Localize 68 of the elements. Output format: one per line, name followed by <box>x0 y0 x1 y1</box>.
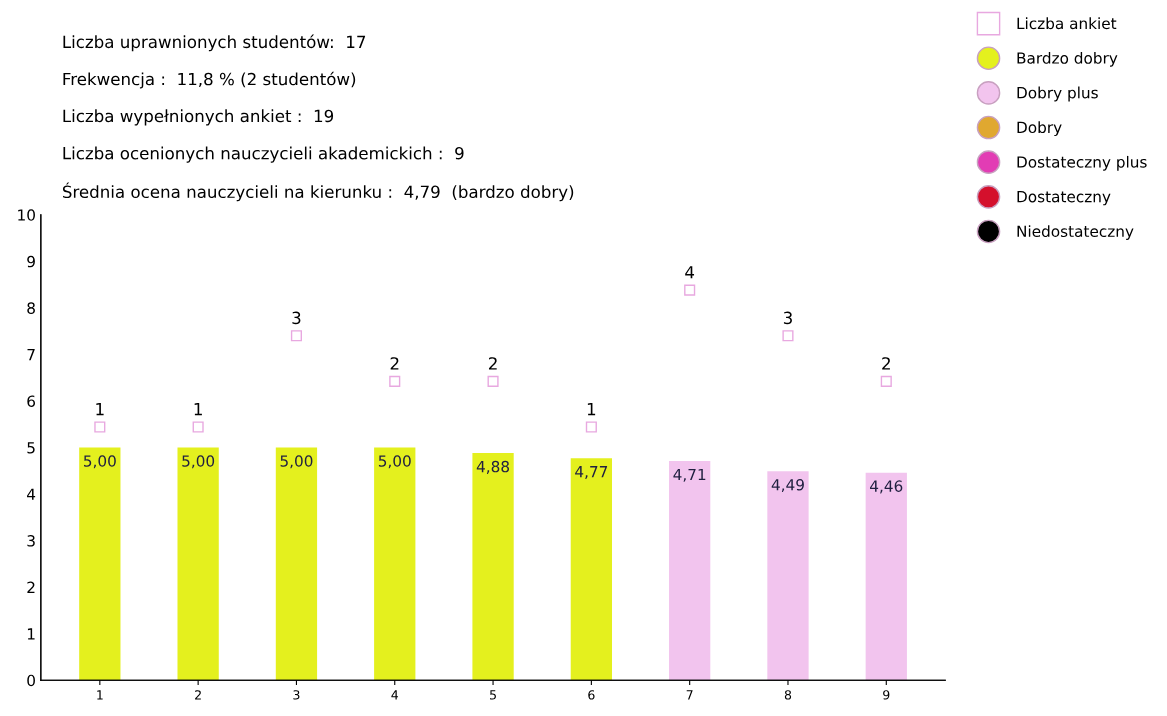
text: Liczba ocenionych nauczycieli akademickich : 9 <box>63 146 464 163</box>
data-label: 5,00 <box>182 455 215 469</box>
bar <box>767 471 809 681</box>
legend-label: Niedostateczny <box>1017 225 1134 240</box>
data-label: 2 <box>882 357 890 370</box>
bar <box>275 447 318 681</box>
x-tick-label: 5 <box>490 690 496 700</box>
data-label: 4,46 <box>870 480 903 494</box>
y-tick-label: 8 <box>27 302 35 314</box>
bar <box>79 447 121 681</box>
point <box>880 375 892 387</box>
y-tick-label: 5 <box>27 442 35 454</box>
bar <box>472 453 514 681</box>
bar <box>374 447 416 681</box>
point <box>290 330 302 342</box>
legend-label: Dobry <box>1017 121 1062 137</box>
data-label: 5,00 <box>84 455 116 469</box>
legend-label: Bardzo dobry <box>1017 51 1118 67</box>
point <box>94 421 106 433</box>
y-tick-label: 4 <box>27 488 36 500</box>
point <box>585 421 597 433</box>
x-tick-label: 9 <box>883 690 890 700</box>
point <box>782 330 794 342</box>
y-tick-label: 6 <box>27 395 36 407</box>
y-tick-label: 2 <box>27 581 35 593</box>
y-tick-label: 10 <box>18 209 35 221</box>
data-label: 3 <box>783 311 792 325</box>
x-tick-label: 7 <box>686 690 693 700</box>
point <box>389 375 401 387</box>
data-label: 4,71 <box>673 468 706 482</box>
text: Średnia ocena nauczycieli na kierunku : 4,79 (bardzo dobry) <box>62 182 574 202</box>
data-label: 4,88 <box>476 460 510 474</box>
text: Liczba uprawnionych studentów: 17 <box>63 34 366 52</box>
y-tick-label: 9 <box>27 255 35 268</box>
x-tick-label: 2 <box>195 690 201 700</box>
data-label: 2 <box>390 357 399 370</box>
data-label: 2 <box>488 357 497 370</box>
data-label: 5,00 <box>378 455 411 469</box>
y-tick-label: 1 <box>27 628 35 640</box>
x-tick-label: 3 <box>293 690 300 700</box>
data-label: 5,00 <box>280 455 313 469</box>
data-label: 4 <box>685 266 695 279</box>
y-tick-label: 0 <box>27 674 35 687</box>
point <box>684 284 696 296</box>
legend-label: Dostateczny plus <box>1017 155 1147 171</box>
bar <box>669 461 711 681</box>
text: Frekwencja : 11,8 % (2 studentów) <box>63 71 356 89</box>
bar <box>570 458 613 681</box>
legend-label: Dostateczny <box>1017 191 1111 206</box>
point <box>192 421 204 433</box>
y-tick-label: 3 <box>27 535 35 547</box>
point <box>487 375 499 387</box>
x-tick-label: 1 <box>97 690 103 700</box>
data-label: 1 <box>194 403 202 416</box>
y-tick-label: 7 <box>27 349 35 361</box>
bar <box>177 447 219 681</box>
x-tick-label: 4 <box>391 690 399 700</box>
data-label: 1 <box>96 403 104 416</box>
data-label: 4,77 <box>575 466 608 480</box>
bar <box>865 472 907 681</box>
x-tick-label: 8 <box>784 690 792 700</box>
data-label: 1 <box>587 403 596 416</box>
legend-label: Dobry plus <box>1017 86 1098 102</box>
x-tick-label: 6 <box>588 690 595 700</box>
text: Liczba wypełnionych ankiet : 19 <box>63 109 334 126</box>
data-label: 3 <box>292 311 301 325</box>
legend-label: Liczba ankiet <box>1017 17 1117 30</box>
data-label: 4,49 <box>771 478 804 493</box>
